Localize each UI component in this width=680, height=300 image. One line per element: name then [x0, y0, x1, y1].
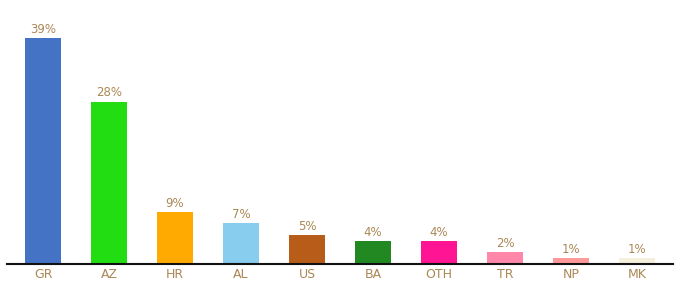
Text: 2%: 2%	[496, 237, 514, 250]
Text: 1%: 1%	[628, 243, 646, 256]
Bar	[355, 241, 391, 264]
Bar	[25, 38, 61, 264]
Bar	[619, 258, 655, 264]
Bar	[91, 102, 127, 264]
Text: 4%: 4%	[364, 226, 382, 238]
Text: 39%: 39%	[30, 23, 56, 36]
Bar	[223, 224, 259, 264]
Bar	[553, 258, 589, 264]
Text: 9%: 9%	[166, 196, 184, 209]
Bar	[289, 235, 325, 264]
Bar	[157, 212, 193, 264]
Text: 7%: 7%	[232, 208, 250, 221]
Text: 28%: 28%	[96, 86, 122, 99]
Text: 5%: 5%	[298, 220, 316, 233]
Text: 1%: 1%	[562, 243, 580, 256]
Text: 4%: 4%	[430, 226, 448, 238]
Bar	[421, 241, 457, 264]
Bar	[487, 252, 523, 264]
